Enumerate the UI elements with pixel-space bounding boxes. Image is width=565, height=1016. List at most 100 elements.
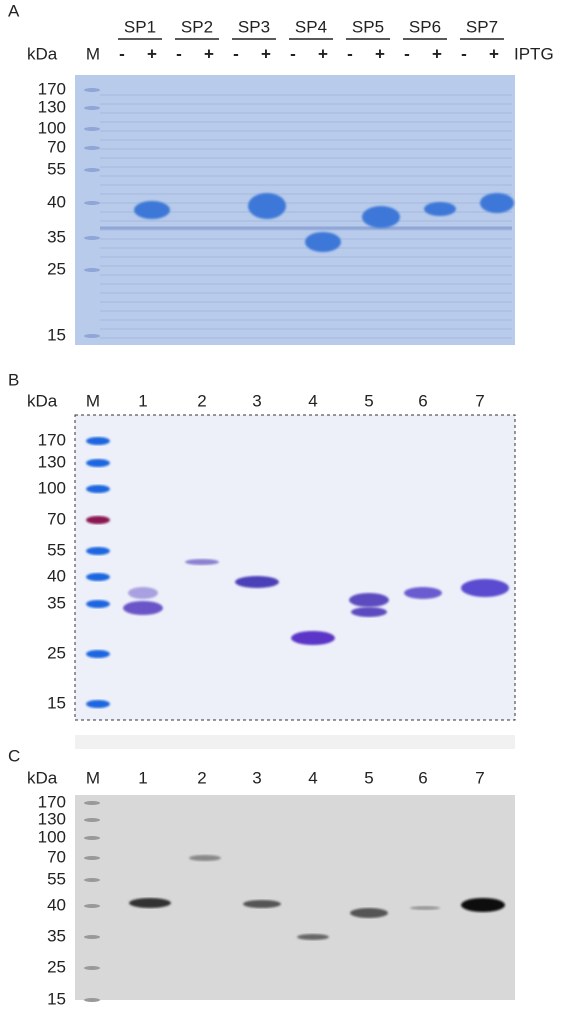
panel-label: A bbox=[8, 1, 20, 20]
group-label: SP3 bbox=[238, 17, 270, 36]
lane-label: 4 bbox=[308, 391, 317, 410]
band bbox=[297, 934, 329, 940]
marker-label: 170 bbox=[38, 430, 66, 449]
marker-band bbox=[86, 437, 110, 445]
band bbox=[129, 898, 171, 908]
marker-label: 40 bbox=[47, 895, 66, 914]
band bbox=[185, 559, 219, 565]
lane-label: + bbox=[489, 44, 499, 63]
band bbox=[243, 900, 281, 908]
marker-band bbox=[84, 998, 100, 1002]
marker-band bbox=[84, 268, 100, 272]
band bbox=[461, 898, 505, 912]
lane-label: 1 bbox=[138, 391, 147, 410]
lane-label: + bbox=[375, 44, 385, 63]
marker-band bbox=[84, 127, 100, 131]
marker-label: 55 bbox=[47, 540, 66, 559]
marker-label: 25 bbox=[47, 957, 66, 976]
gel-b bbox=[74, 414, 516, 721]
band bbox=[291, 631, 335, 645]
marker-band bbox=[84, 88, 100, 92]
lane-label: - bbox=[347, 44, 353, 63]
band bbox=[461, 579, 509, 597]
marker-band bbox=[84, 801, 100, 805]
lane-label: 7 bbox=[475, 768, 484, 787]
lane-label: + bbox=[261, 44, 271, 63]
lane-label: - bbox=[176, 44, 182, 63]
lane-label: + bbox=[318, 44, 328, 63]
band bbox=[235, 576, 279, 588]
marker-band bbox=[84, 836, 100, 840]
marker-lane-label: M bbox=[86, 391, 100, 410]
marker-label: 40 bbox=[47, 192, 66, 211]
marker-band bbox=[86, 547, 110, 555]
gel-c bbox=[75, 795, 515, 1000]
marker-band bbox=[86, 573, 110, 581]
band bbox=[123, 601, 163, 615]
lane-label: 1 bbox=[138, 768, 147, 787]
marker-label: 130 bbox=[38, 809, 66, 828]
lane-label: - bbox=[290, 44, 296, 63]
group-label: SP2 bbox=[181, 17, 213, 36]
lane-label: - bbox=[461, 44, 467, 63]
lane-label: + bbox=[432, 44, 442, 63]
marker-label: 35 bbox=[47, 227, 66, 246]
marker-band bbox=[86, 600, 110, 608]
band bbox=[350, 908, 388, 918]
group-label: SP5 bbox=[352, 17, 384, 36]
marker-band bbox=[84, 904, 100, 908]
band bbox=[351, 607, 387, 617]
marker-label: 100 bbox=[38, 478, 66, 497]
divider bbox=[75, 735, 515, 749]
lane-label: + bbox=[147, 44, 157, 63]
band bbox=[248, 193, 286, 219]
marker-label: 70 bbox=[47, 137, 66, 156]
lane-label: 2 bbox=[197, 768, 206, 787]
marker-band bbox=[84, 935, 100, 939]
band bbox=[480, 193, 514, 213]
marker-band bbox=[84, 966, 100, 970]
lane-label: 3 bbox=[252, 768, 261, 787]
marker-band bbox=[84, 856, 100, 860]
lane-label: 6 bbox=[418, 768, 427, 787]
marker-label: 35 bbox=[47, 926, 66, 945]
lane-label: 6 bbox=[418, 391, 427, 410]
group-label: SP1 bbox=[124, 17, 156, 36]
band bbox=[362, 206, 400, 228]
kda-label: kDa bbox=[27, 391, 58, 410]
marker-lane-label: M bbox=[86, 768, 100, 787]
marker-band bbox=[86, 700, 110, 708]
marker-label: 130 bbox=[38, 97, 66, 116]
marker-band bbox=[84, 236, 100, 240]
marker-label: 35 bbox=[47, 593, 66, 612]
marker-lane-label: M bbox=[86, 44, 100, 63]
lane-label: 2 bbox=[197, 391, 206, 410]
marker-label: 100 bbox=[38, 118, 66, 137]
band bbox=[349, 593, 389, 607]
marker-label: 15 bbox=[47, 989, 66, 1008]
marker-band bbox=[84, 168, 100, 172]
marker-band bbox=[86, 650, 110, 658]
marker-band bbox=[84, 106, 100, 110]
marker-band bbox=[86, 459, 110, 467]
marker-label: 170 bbox=[38, 792, 66, 811]
band bbox=[404, 587, 442, 599]
panel-label: B bbox=[8, 370, 19, 389]
marker-label: 40 bbox=[47, 566, 66, 585]
band bbox=[134, 201, 170, 219]
panel-label: C bbox=[8, 746, 20, 765]
marker-band bbox=[84, 201, 100, 205]
band bbox=[305, 232, 341, 252]
marker-band bbox=[84, 818, 100, 822]
marker-label: 130 bbox=[38, 452, 66, 471]
marker-label: 70 bbox=[47, 509, 66, 528]
marker-band bbox=[84, 146, 100, 150]
lane-label: - bbox=[119, 44, 125, 63]
marker-band bbox=[86, 485, 110, 493]
lane-label: - bbox=[233, 44, 239, 63]
marker-label: 25 bbox=[47, 259, 66, 278]
band bbox=[128, 587, 158, 599]
marker-band bbox=[86, 516, 110, 524]
marker-label: 25 bbox=[47, 643, 66, 662]
